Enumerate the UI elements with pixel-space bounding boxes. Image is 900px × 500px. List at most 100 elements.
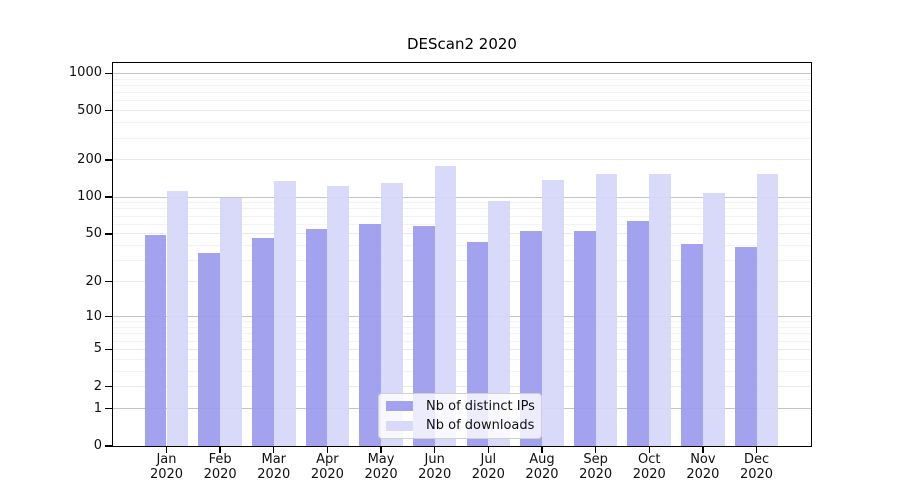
bar-downloads-jan — [166, 190, 189, 446]
legend-swatch-downloads — [386, 420, 413, 431]
bar-distinct-ips-apr — [305, 228, 328, 446]
x-tick-mark-aug — [541, 447, 543, 453]
gridline-3 — [113, 370, 811, 372]
y-tick-mark-0 — [105, 445, 112, 447]
x-tick-mark-jun — [434, 447, 436, 453]
gridline-4 — [113, 358, 811, 360]
bar-downloads-jun — [434, 165, 457, 446]
x-tick-mark-jul — [487, 447, 490, 453]
y-tick-mark-10 — [105, 315, 112, 318]
y-tick-label-0: 0 — [93, 438, 102, 453]
gridline-90 — [113, 202, 811, 204]
y-tick-label-1: 1 — [93, 400, 102, 416]
y-tick-label-500: 500 — [77, 102, 102, 118]
bar-distinct-ips-jun — [412, 226, 435, 446]
x-tick-label-jan: Jan 2020 — [149, 452, 184, 482]
bar-downloads-sep — [595, 174, 618, 446]
gridline-60 — [113, 223, 811, 225]
bar-distinct-ips-oct — [627, 220, 650, 446]
bar-downloads-jul — [488, 200, 511, 446]
y-tick-mark-100 — [105, 196, 112, 198]
x-tick-label-nov: Nov 2020 — [686, 452, 720, 482]
gridline-40 — [113, 245, 811, 247]
bar-downloads-apr — [327, 186, 350, 446]
x-tick-label-oct: Oct 2020 — [632, 452, 666, 482]
x-tick-mark-jan — [165, 447, 168, 453]
legend-label-downloads: Nb of downloads — [426, 418, 535, 434]
x-tick-label-jul: Jul 2020 — [471, 452, 505, 482]
bar-distinct-ips-nov — [681, 244, 703, 446]
bar-distinct-ips-dec — [734, 247, 757, 446]
x-tick-mark-apr — [326, 447, 329, 453]
bar-downloads-aug — [541, 179, 564, 446]
bar-downloads-nov — [702, 192, 725, 446]
gridline-30 — [113, 260, 811, 262]
y-tick-mark-1000 — [105, 72, 112, 75]
y-tick-label-20: 20 — [85, 273, 102, 289]
bar-downloads-oct — [649, 173, 672, 446]
bar-downloads-mar — [273, 181, 296, 446]
legend-swatch-distinct-ips — [386, 401, 413, 412]
x-tick-mark-feb — [219, 447, 221, 453]
gridline-200 — [113, 159, 811, 161]
gridline-1000 — [113, 72, 811, 74]
x-tick-mark-oct — [648, 447, 650, 453]
gridline-800 — [113, 84, 811, 86]
bar-downloads-feb — [220, 197, 242, 446]
x-tick-mark-may — [380, 447, 382, 453]
gridline-400 — [113, 122, 811, 124]
gridline-50 — [113, 233, 811, 235]
gridline-80 — [113, 208, 811, 210]
x-tick-label-mar: Mar 2020 — [257, 452, 291, 482]
gridline-900 — [113, 78, 811, 80]
y-tick-mark-50 — [105, 233, 112, 235]
bar-distinct-ips-jan — [144, 235, 167, 446]
y-tick-label-200: 200 — [77, 151, 102, 167]
gridline-8 — [113, 326, 811, 328]
gridline-600 — [113, 100, 811, 102]
legend-item-downloads: Nb of downloads — [386, 417, 535, 435]
x-tick-label-apr: Apr 2020 — [310, 452, 344, 482]
x-tick-mark-sep — [594, 447, 597, 453]
x-tick-label-may: May 2020 — [364, 452, 398, 482]
x-tick-label-aug: Aug 2020 — [525, 452, 559, 482]
gridline-6 — [113, 340, 811, 342]
plot-area — [112, 62, 812, 447]
legend-item-distinct-ips: Nb of distinct IPs — [386, 397, 535, 415]
x-tick-label-feb: Feb 2020 — [203, 452, 237, 482]
gridline-300 — [113, 137, 811, 139]
y-tick-mark-5 — [105, 348, 112, 351]
y-tick-mark-1 — [105, 407, 112, 410]
gridline-10 — [113, 316, 811, 318]
y-tick-label-1000: 1000 — [68, 65, 102, 81]
x-tick-label-jun: Jun 2020 — [418, 452, 452, 482]
y-tick-label-100: 100 — [77, 189, 102, 205]
x-tick-label-dec: Dec 2020 — [739, 452, 774, 482]
y-tick-label-5: 5 — [93, 341, 102, 357]
gridline-20 — [113, 281, 811, 283]
chart-title: DEScan2 2020 — [407, 35, 517, 53]
bar-distinct-ips-may — [359, 224, 382, 446]
gridline-9 — [113, 321, 811, 323]
x-tick-label-sep: Sep 2020 — [579, 452, 613, 482]
x-tick-mark-dec — [755, 447, 758, 453]
gridline-70 — [113, 215, 811, 217]
legend: Nb of distinct IPs Nb of downloads — [378, 393, 542, 439]
bar-distinct-ips-mar — [251, 238, 274, 446]
y-tick-mark-20 — [105, 281, 112, 283]
gridline-7 — [113, 333, 811, 335]
x-tick-mark-nov — [702, 447, 704, 453]
gridline-700 — [113, 92, 811, 94]
gridline-2 — [113, 386, 811, 388]
bar-distinct-ips-sep — [573, 230, 596, 446]
gridline-100 — [113, 196, 811, 198]
x-tick-mark-mar — [273, 447, 275, 453]
y-tick-label-50: 50 — [85, 225, 102, 241]
y-tick-mark-500 — [105, 109, 112, 112]
bar-distinct-ips-feb — [198, 252, 221, 446]
y-tick-label-2: 2 — [93, 378, 102, 394]
legend-label-distinct-ips: Nb of distinct IPs — [426, 398, 535, 414]
bar-distinct-ips-aug — [520, 230, 542, 446]
y-tick-mark-2 — [105, 386, 112, 388]
